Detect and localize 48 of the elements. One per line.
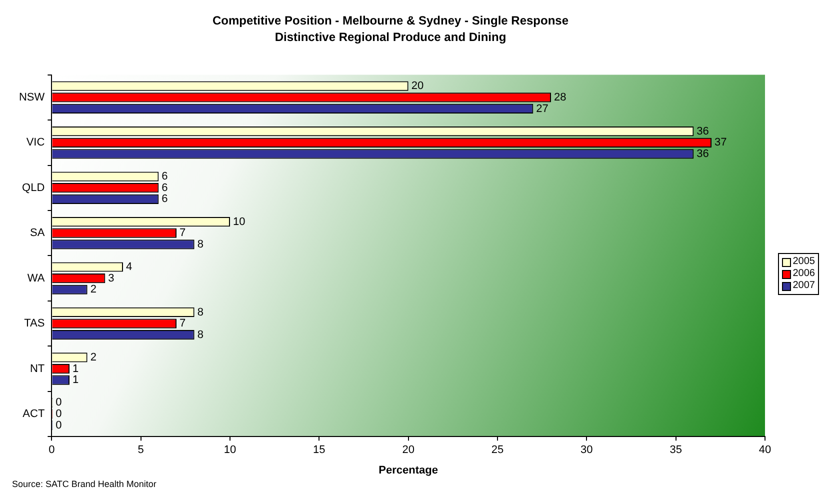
legend-label: 2005 xyxy=(792,256,815,268)
x-axis-title: Percentage xyxy=(378,464,438,476)
y-tick-label: SA xyxy=(30,227,46,240)
y-tick-label: NT xyxy=(30,362,45,375)
chart-title: Competitive Position - Melbourne & Sydney - Single Response xyxy=(212,14,569,28)
data-label: 6 xyxy=(162,182,168,194)
chart-subtitle: Distinctive Regional Produce and Dining xyxy=(274,30,506,44)
data-label: 1 xyxy=(72,362,79,375)
data-label: 0 xyxy=(56,419,62,432)
data-label: 7 xyxy=(179,227,186,240)
data-label: 0 xyxy=(56,396,62,409)
y-tick-label: NSW xyxy=(18,91,46,104)
x-tick-label: 25 xyxy=(491,444,504,456)
data-label: 36 xyxy=(696,148,709,160)
source-note: Source: SATC Brand Health Monitor xyxy=(12,478,156,489)
data-label: 4 xyxy=(126,261,132,274)
x-tick-label: 0 xyxy=(48,444,55,456)
data-label: 2 xyxy=(90,351,96,364)
x-tick-label: 35 xyxy=(670,444,682,456)
y-tick-label: VIC xyxy=(26,136,45,149)
x-tick-label: 30 xyxy=(580,444,593,456)
data-label: 2 xyxy=(90,284,96,296)
text: 2007 xyxy=(792,280,815,292)
x-tick-label: 10 xyxy=(224,444,236,456)
x-tick-label: 5 xyxy=(138,444,144,456)
y-tick-label: WA xyxy=(27,272,46,284)
x-tick-label: 40 xyxy=(758,444,772,456)
data-label: 8 xyxy=(197,238,204,250)
x-tick-label: 15 xyxy=(313,444,326,456)
data-label: 37 xyxy=(714,136,727,149)
x-tick-label: 20 xyxy=(402,444,414,456)
data-label: 8 xyxy=(197,328,204,341)
data-label: 8 xyxy=(197,306,204,318)
data-label: 7 xyxy=(179,318,186,330)
data-label: 6 xyxy=(162,170,168,183)
data-label: 10 xyxy=(232,216,246,228)
data-label: 1 xyxy=(72,374,79,386)
legend-label: 2006 xyxy=(792,268,815,280)
y-tick-label: ACT xyxy=(22,408,45,420)
data-label: 3 xyxy=(108,272,114,284)
data-label: 36 xyxy=(696,125,709,138)
data-label: 6 xyxy=(162,193,168,206)
data-label: 0 xyxy=(56,408,62,420)
y-tick-label: TAS xyxy=(24,318,45,330)
y-tick-label: QLD xyxy=(22,182,45,194)
data-label: 20 xyxy=(411,80,424,92)
data-label: 27 xyxy=(536,102,548,115)
data-label: 28 xyxy=(554,91,566,104)
